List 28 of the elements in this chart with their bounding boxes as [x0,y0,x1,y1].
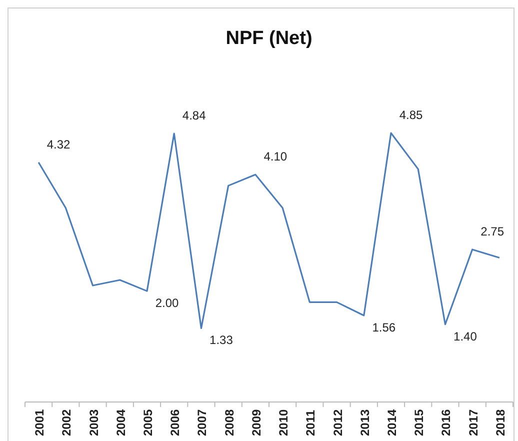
x-tick-label: 2018 [493,408,508,436]
x-tick-label: 2012 [330,408,345,436]
x-tick-label: 2003 [86,408,101,436]
data-label: 4.84 [182,108,206,123]
data-label: 2.75 [480,224,504,238]
x-tick-label: 2007 [195,408,210,436]
data-label: 4.10 [264,150,288,164]
data-label: 4.32 [46,137,71,152]
x-tick-label: 2005 [141,408,155,436]
x-tick-label: 2002 [60,408,74,436]
x-tick-label: 2009 [249,408,264,436]
x-tick-label: 2011 [304,410,318,436]
x-tick-label: 2017 [466,408,480,436]
x-tick-label: 2016 [439,408,454,436]
data-label: 2.00 [155,296,179,310]
data-label: 4.85 [399,108,423,122]
chart-title: NPF (Net) [226,28,312,49]
x-tick-label: 2014 [385,408,399,436]
x-tick-label: 2001 [32,408,47,436]
data-label: 1.56 [372,320,396,334]
x-tick-label: 2004 [114,408,128,436]
x-tick-label: 2013 [358,408,372,436]
data-label: 1.40 [454,329,478,344]
x-tick-label: 2008 [222,408,236,436]
x-tick-label: 2015 [412,408,426,436]
x-tick-label: 2010 [276,408,291,436]
x-tick-label: 2006 [168,408,182,436]
data-label: 1.33 [210,333,234,348]
